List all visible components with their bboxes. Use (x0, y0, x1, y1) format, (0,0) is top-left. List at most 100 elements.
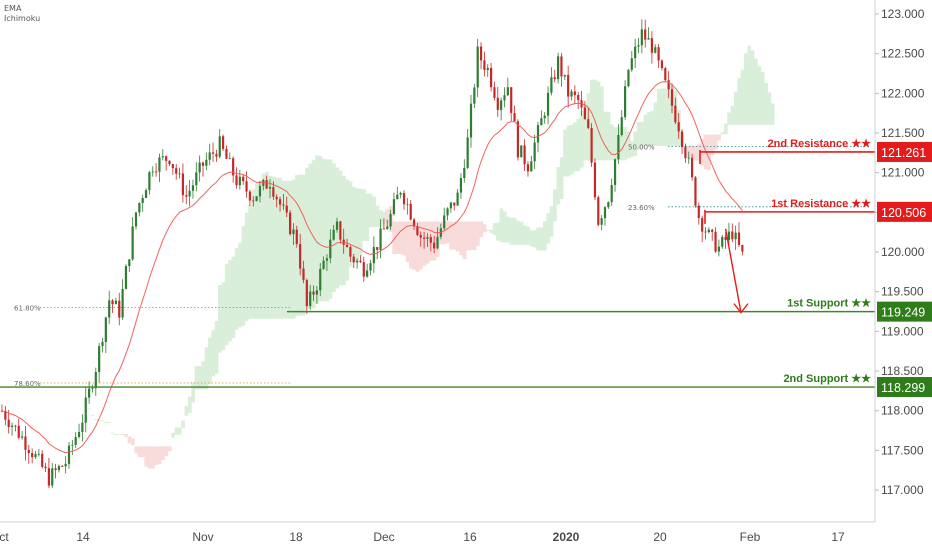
candle-body (620, 117, 623, 135)
fib-label: 78.60% (14, 380, 41, 388)
candle-body (356, 260, 359, 263)
y-tick-label: 122.000 (881, 86, 925, 100)
candle-body (496, 97, 499, 110)
cloud-segment (693, 146, 698, 161)
candle-body (453, 202, 456, 206)
candle-body (650, 38, 653, 53)
candle-body (335, 221, 339, 230)
cloud-segment (660, 88, 665, 147)
cloud-segment (378, 210, 383, 228)
candle-body (41, 453, 44, 467)
y-tick-label: 117.000 (881, 483, 924, 497)
cloud-segment (536, 227, 541, 251)
cloud-segment (231, 256, 236, 339)
candle-body (258, 185, 262, 197)
cloud-segment (727, 112, 732, 125)
candle-body (734, 232, 737, 240)
candle-body (627, 69, 630, 87)
cloud-segment (499, 208, 504, 242)
candle-body (205, 159, 208, 166)
cloud-segment (107, 422, 112, 424)
cloud-segment (90, 414, 95, 416)
cloud-segment (134, 446, 139, 454)
cloud-segment (375, 205, 380, 228)
candle-body (577, 95, 580, 101)
candle-body (567, 74, 570, 97)
cloud-segment (208, 337, 212, 384)
candle-body (563, 74, 566, 77)
candle-body (31, 453, 34, 458)
cloud-segment (318, 155, 323, 302)
x-tick-label: 14 (76, 530, 90, 544)
candle-body (188, 190, 191, 197)
candle-body (479, 46, 483, 61)
cloud-segment (218, 285, 222, 353)
x-tick-label: 2020 (553, 530, 580, 544)
cloud-segment (187, 396, 192, 414)
cloud-segment (723, 123, 728, 135)
cloud-segment (633, 131, 638, 156)
candle-body (721, 236, 724, 247)
price-badges: 121.261 120.506 119.249 118.299 (877, 141, 932, 398)
x-tick-label: 18 (289, 530, 303, 544)
candle-body (208, 152, 211, 160)
cloud-segment (469, 221, 474, 251)
cloud-segment (589, 79, 594, 161)
cloud-segment (452, 221, 457, 250)
cloud-segment (532, 230, 537, 248)
cloud-segment (653, 102, 658, 147)
price-badge (877, 141, 932, 162)
candle-body (222, 136, 225, 149)
cloud-segment (409, 221, 413, 269)
cloud-segment (750, 50, 755, 125)
candle-body (456, 192, 459, 206)
x-tick-label: Feb (740, 530, 761, 544)
candle-body (570, 91, 573, 97)
cloud-segment (154, 446, 159, 466)
cloud-segment (127, 436, 132, 444)
cloud-segment (382, 211, 386, 225)
candles (0, 19, 744, 489)
cloud-segment (167, 446, 172, 452)
cloud-segment (137, 446, 142, 458)
cloud-segment (271, 176, 276, 319)
candle-body (476, 46, 479, 88)
candle-body (737, 232, 741, 245)
candle-body (459, 178, 463, 193)
cloud-segment (492, 223, 497, 236)
cloud-segment (569, 124, 574, 175)
cloud-segment (244, 212, 249, 321)
cloud-segment (405, 221, 410, 263)
candle-body (469, 103, 473, 138)
cloud-segment (328, 159, 333, 299)
candle-body (262, 179, 265, 186)
candle-body (684, 146, 687, 159)
candle-body (359, 260, 362, 263)
candle-body (128, 259, 131, 267)
candle-body (624, 86, 627, 118)
candle-body (228, 158, 231, 160)
candle-body (292, 229, 295, 235)
cloud-segment (214, 320, 219, 374)
ichimoku-cloud (87, 45, 775, 469)
candle-body (289, 212, 292, 235)
candle-body (312, 291, 315, 295)
cloud-segment (656, 88, 661, 147)
candle-body (131, 226, 134, 260)
candle-body (201, 162, 205, 166)
cloud-segment (141, 446, 145, 458)
candle-body (372, 247, 375, 264)
cloud-segment (181, 420, 185, 428)
candle-body (242, 176, 245, 182)
candle-body (687, 157, 690, 159)
cloud-segment (543, 221, 547, 251)
candle-body (108, 300, 111, 318)
candle-body (446, 208, 449, 216)
candle-body (44, 466, 47, 469)
candle-body (67, 445, 71, 464)
cloud-segment (164, 446, 169, 456)
candle-body (412, 219, 416, 227)
cloud-segment (479, 221, 484, 238)
candle-body (402, 192, 406, 205)
